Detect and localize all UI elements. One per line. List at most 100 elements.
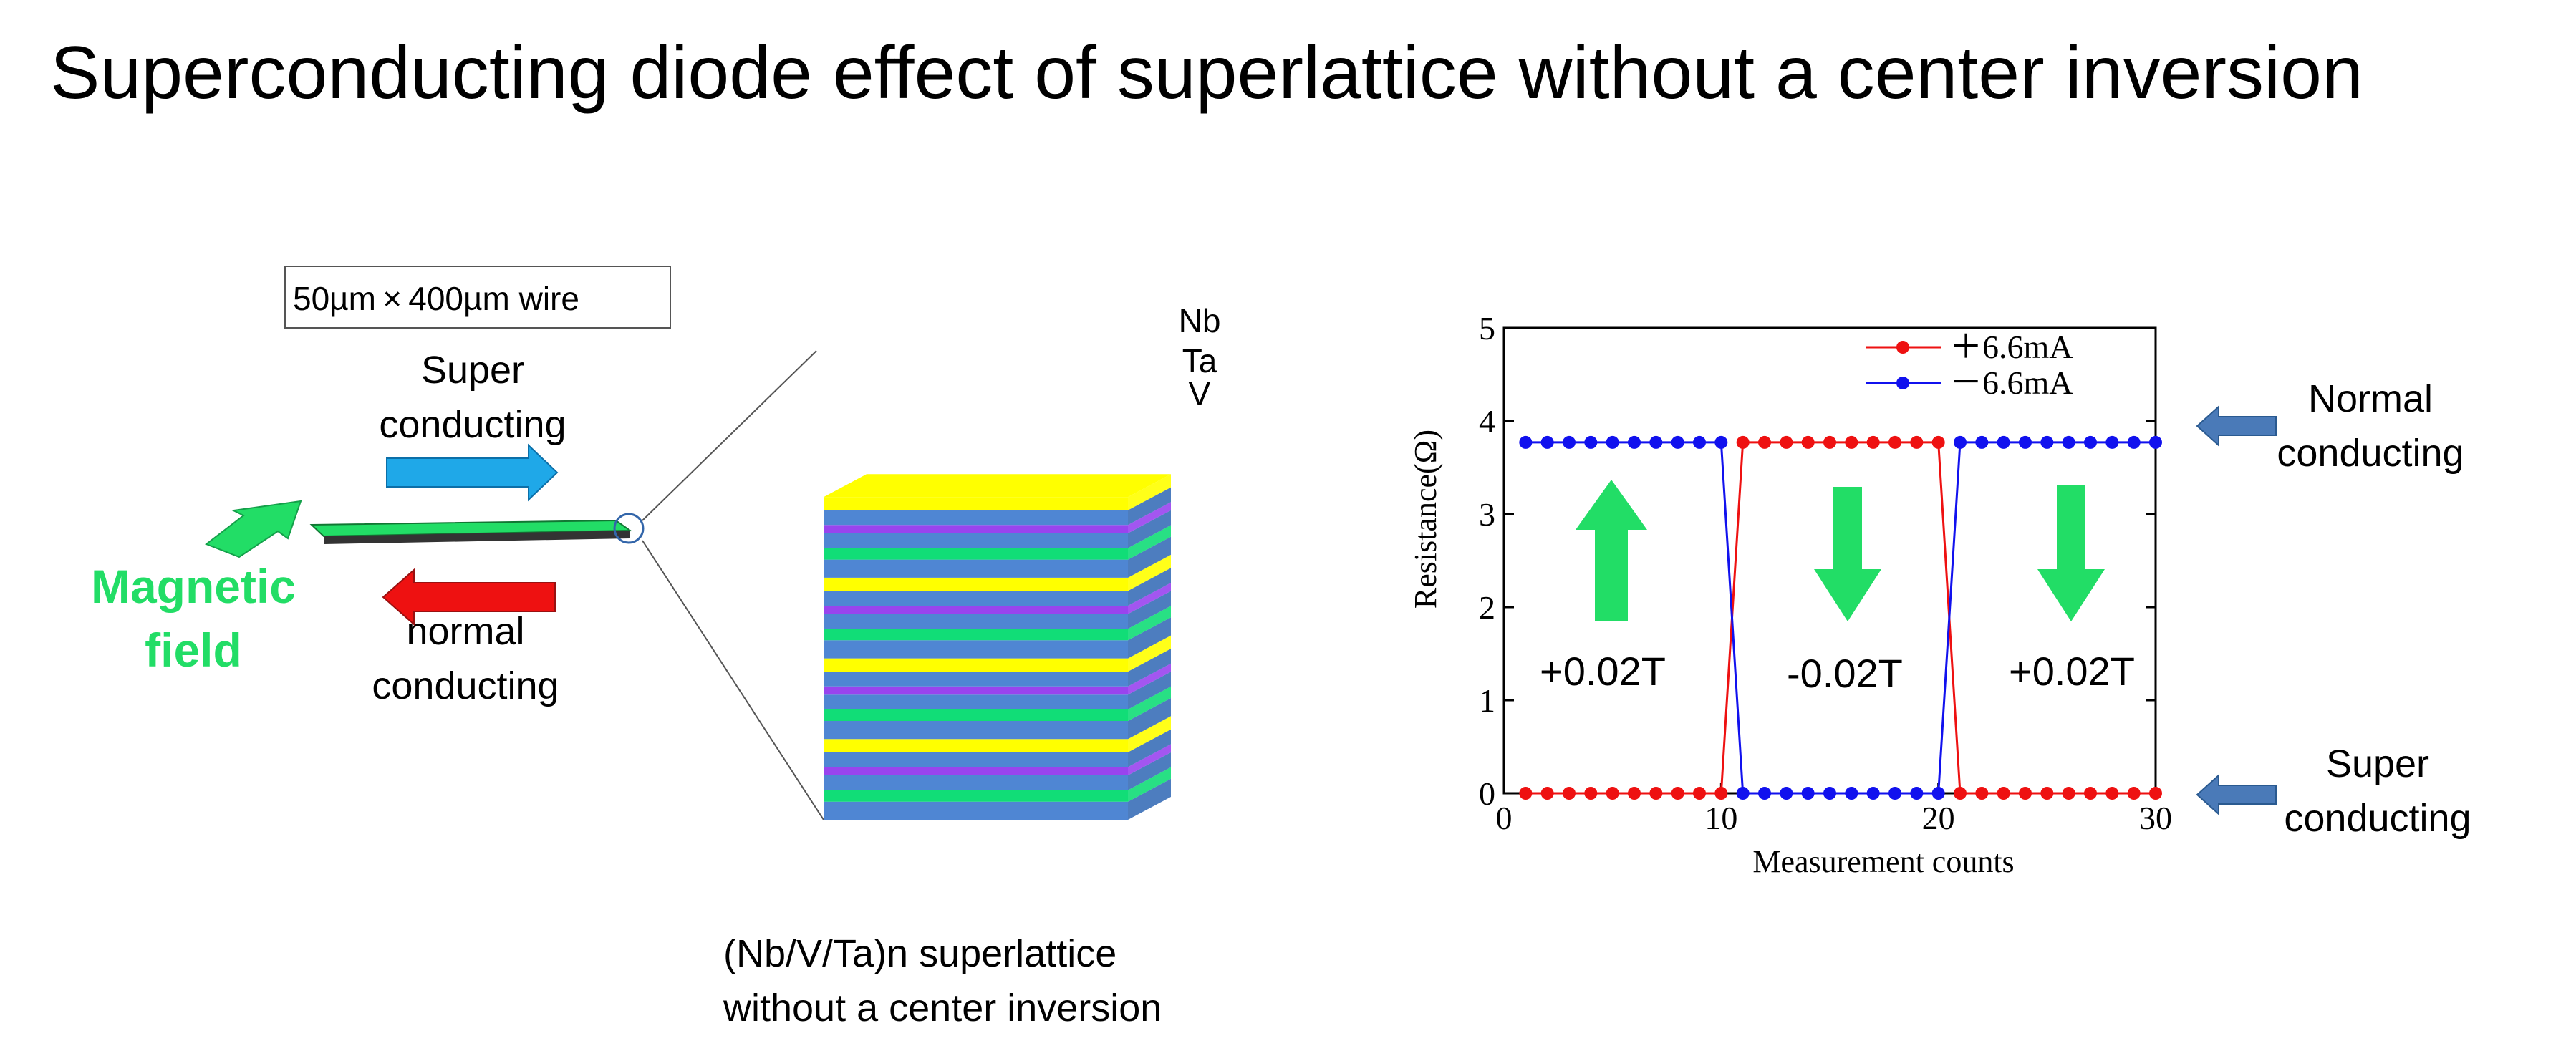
data-point (2040, 787, 2054, 800)
y-tick-label: 0 (1479, 775, 1495, 812)
layer-front (824, 709, 1128, 721)
data-point (1823, 435, 1836, 449)
super-label-line1: Super (420, 349, 525, 392)
normal-label-line1: normal (406, 610, 525, 653)
magnetic-label-line2: field (145, 624, 242, 677)
layer-side (1128, 502, 1171, 533)
data-point (1693, 435, 1706, 449)
normal-state-line2: conducting (2277, 431, 2464, 475)
data-point (2084, 435, 2097, 449)
y-axis-title: Resistance(Ω) (1408, 429, 1443, 609)
normal-state-line1: Normal (2307, 377, 2433, 420)
super-label-line2: conducting (379, 402, 566, 446)
x-tick-label: 10 (1704, 800, 1737, 836)
data-point (1758, 787, 1771, 800)
wire-diagram (204, 350, 1171, 820)
state-pointers (2196, 405, 2277, 816)
layer-side (1128, 525, 1171, 560)
data-point (1866, 787, 1880, 800)
super-state-line2: conducting (2284, 796, 2471, 840)
layer-side (1128, 716, 1171, 752)
data-point (2127, 435, 2141, 449)
layer-front (824, 767, 1128, 775)
chart-axes: 0 1 2 3 4 5 0 10 20 30 (1479, 310, 2172, 836)
layer-front (824, 686, 1128, 695)
field-annotation-1: +0.02T (1540, 649, 1666, 694)
data-point (1866, 435, 1880, 449)
layer-side (1128, 672, 1171, 709)
legend-label: －6.6mA (1949, 364, 2073, 401)
data-point (1563, 787, 1576, 800)
data-point (2149, 435, 2162, 449)
data-point (1714, 787, 1728, 800)
layer-front (824, 801, 1128, 820)
chart-series (1519, 435, 2162, 800)
y-tick-label: 5 (1479, 310, 1495, 347)
normal-conducting-label: normal conducting (329, 605, 602, 713)
layer-front (824, 525, 1128, 533)
data-point (1649, 435, 1663, 449)
field-annotation-2: -0.02T (1787, 651, 1903, 696)
data-point (1910, 435, 1924, 449)
layer-front (824, 548, 1128, 560)
layer-side (1128, 744, 1171, 775)
layer-side (1128, 591, 1171, 629)
data-point (1780, 435, 1793, 449)
layer-label-ta: Ta (1182, 342, 1217, 379)
data-point (1910, 787, 1924, 800)
data-point (2127, 787, 2141, 800)
super-state-label: Super conducting (2270, 737, 2485, 846)
legend-label: ＋6.6mA (1949, 329, 2073, 365)
layer-top (824, 474, 1171, 498)
data-point (2084, 787, 2097, 800)
layer-side (1128, 635, 1171, 672)
data-point (1540, 435, 1554, 449)
layer-side (1128, 767, 1171, 802)
data-point (1931, 787, 1945, 800)
page-title: Superconducting diode effect of superlat… (50, 32, 2363, 115)
layer-front (824, 672, 1128, 687)
data-point (1519, 787, 1533, 800)
layer-front (824, 739, 1128, 752)
data-point (1997, 435, 2010, 449)
zoom-line-top (642, 350, 817, 521)
x-tick-label: 30 (2139, 800, 2172, 836)
stack-caption: (Nb/V/Ta)n superlattice without a center… (723, 927, 1225, 1035)
data-point (1671, 435, 1684, 449)
layer-labels: Nb Ta V (1174, 304, 1225, 410)
layer-side (1128, 617, 1171, 659)
data-point (1997, 787, 2010, 800)
data-point (1954, 435, 1967, 449)
field-up-arrow-icon (1576, 480, 1647, 621)
data-point (1758, 435, 1771, 449)
layer-side (1128, 536, 1171, 578)
legend-marker (1896, 341, 1909, 354)
data-point (1801, 435, 1815, 449)
layer-side (1128, 568, 1171, 606)
data-point (1563, 435, 1576, 449)
resistance-chart: 0 1 2 3 4 5 0 10 20 30 ＋6.6mA－6.6mA (1479, 310, 2172, 836)
stack-caption-line1: (Nb/V/Ta)n superlattice (723, 932, 1117, 975)
data-point (1714, 435, 1728, 449)
layer-front (824, 790, 1128, 802)
data-point (1628, 435, 1641, 449)
normal-label-line2: conducting (372, 664, 559, 707)
chart-legend: ＋6.6mA－6.6mA (1866, 329, 2073, 401)
data-point (1606, 787, 1619, 800)
layer-front (824, 577, 1128, 591)
data-point (1975, 435, 1989, 449)
layer-side (1128, 606, 1171, 641)
data-point (1888, 787, 1901, 800)
data-point (1671, 787, 1684, 800)
layer-front (824, 640, 1128, 659)
y-tick-label: 1 (1479, 682, 1495, 719)
layer-side (1128, 583, 1171, 614)
data-point (2040, 435, 2054, 449)
legend-marker (1896, 377, 1909, 389)
data-point (1736, 435, 1750, 449)
data-point (1954, 787, 1967, 800)
data-point (2019, 435, 2032, 449)
data-point (2149, 787, 2162, 800)
normal-state-label: Normal conducting (2263, 372, 2478, 480)
y-tick-label: 2 (1479, 589, 1495, 626)
